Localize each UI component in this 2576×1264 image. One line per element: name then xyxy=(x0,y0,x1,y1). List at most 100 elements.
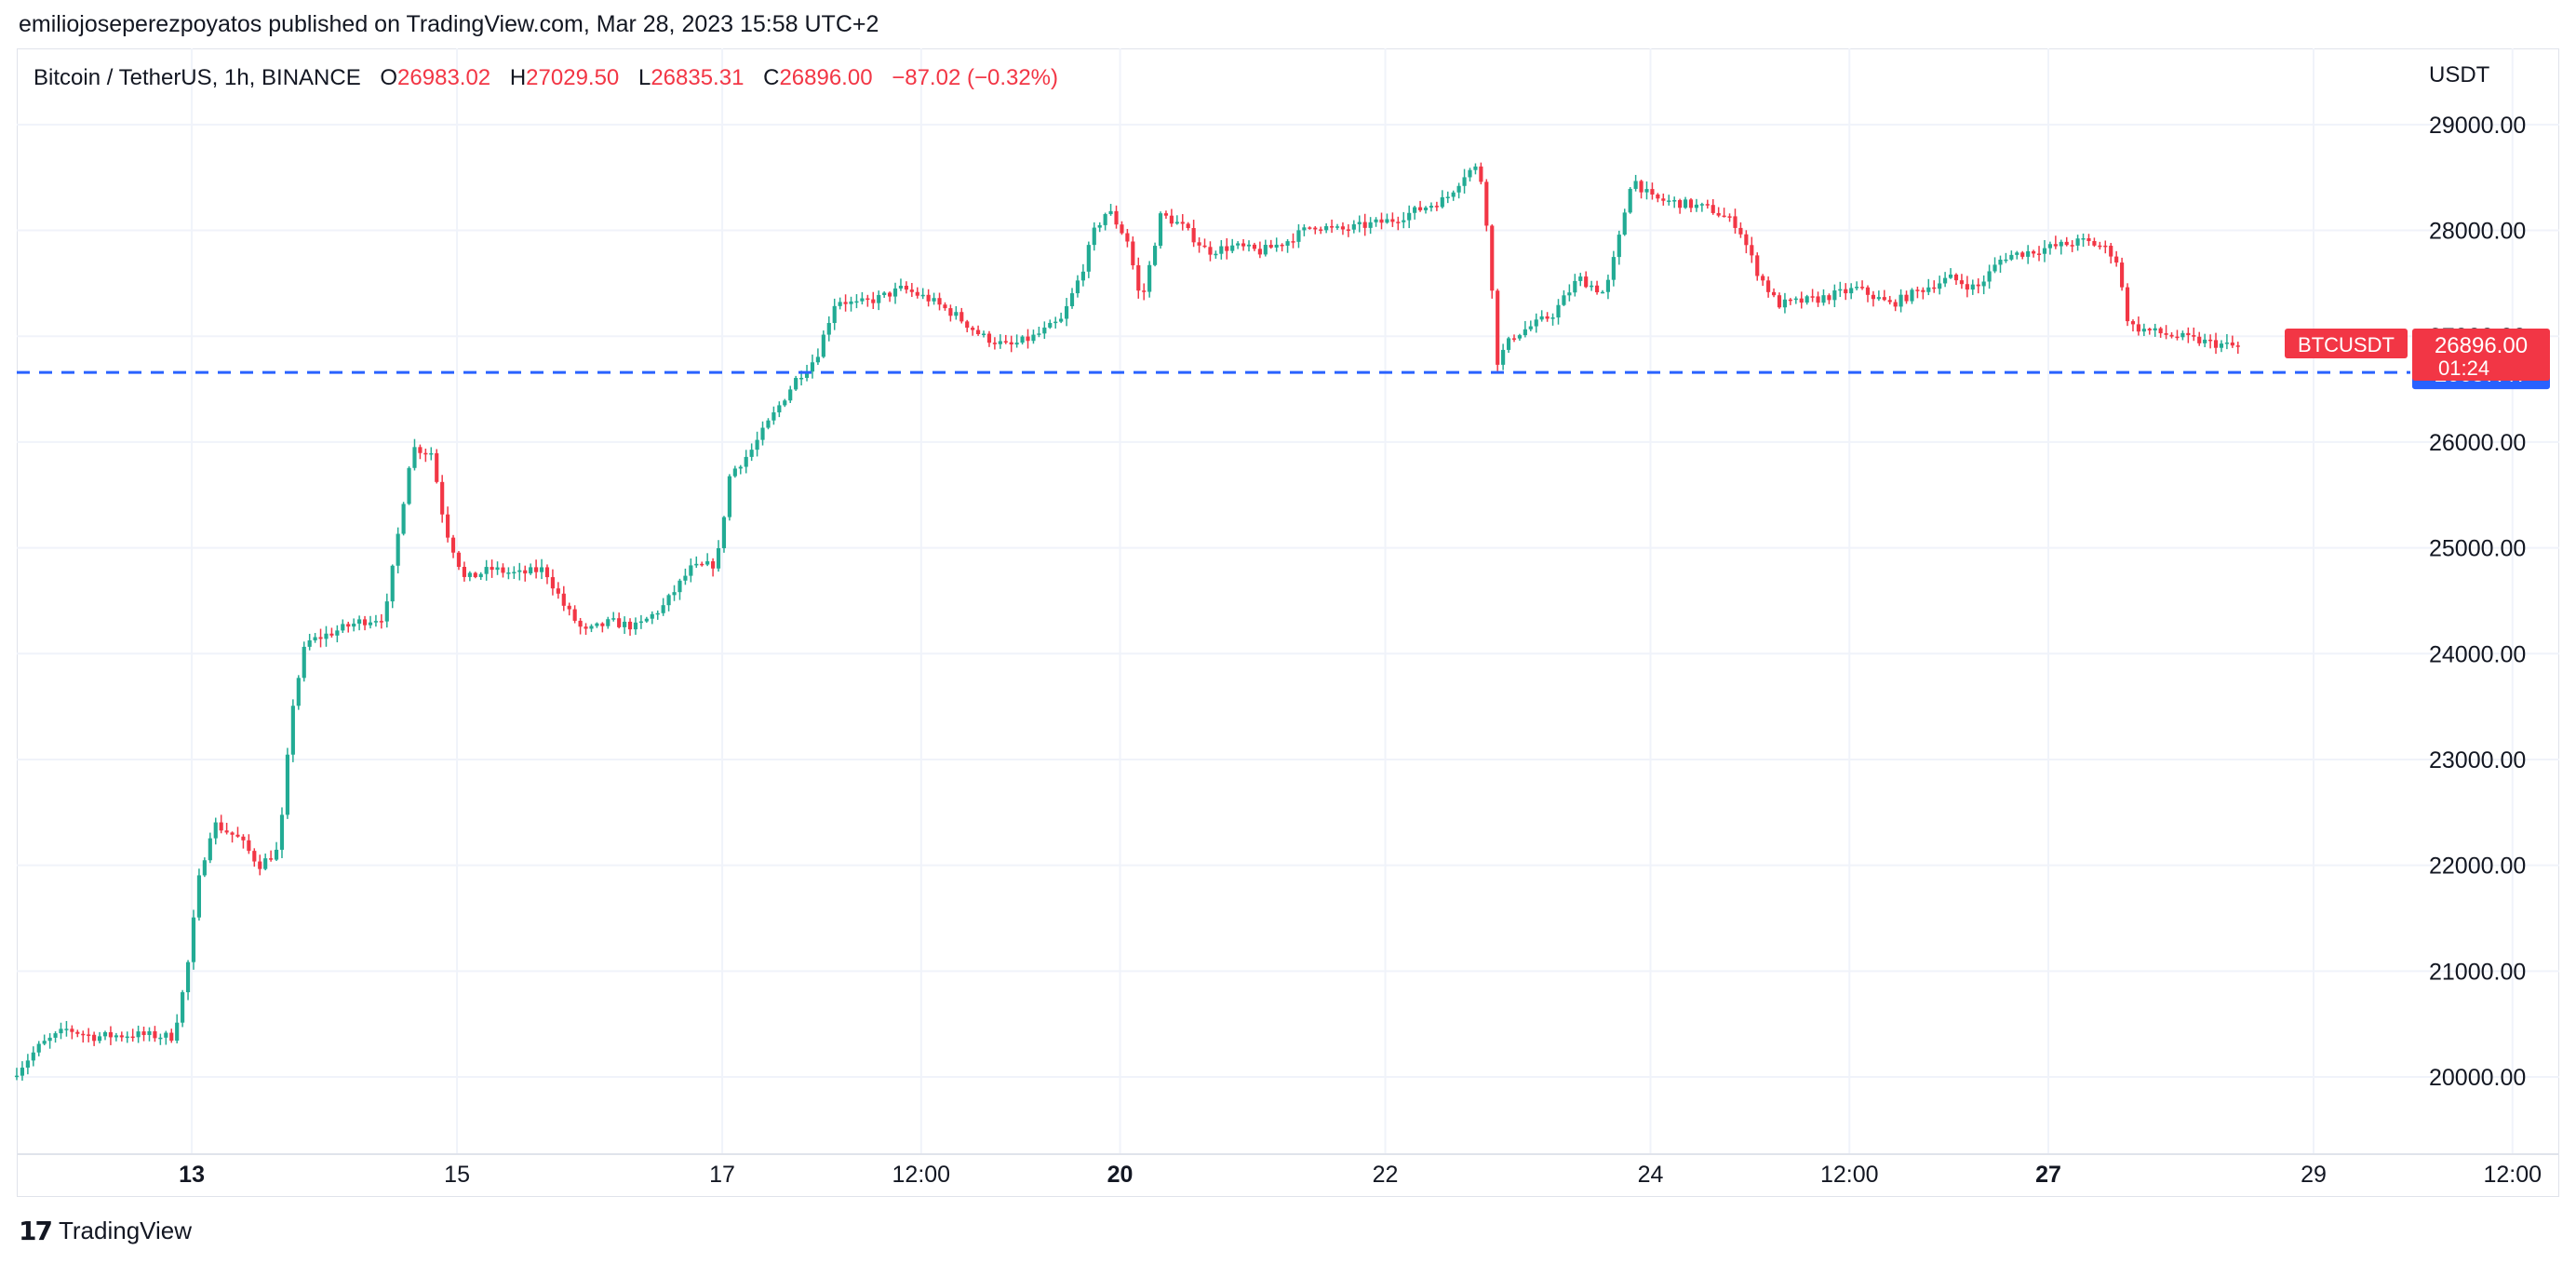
candle-body xyxy=(2059,241,2063,247)
candle-body xyxy=(1556,304,1561,318)
candle-body xyxy=(108,1031,114,1038)
candle-body xyxy=(1622,212,1627,235)
candle-body xyxy=(313,637,317,640)
candle-body xyxy=(1953,274,1959,281)
candle-body xyxy=(14,1075,20,1078)
candle-body xyxy=(766,420,771,428)
candle-body xyxy=(1413,207,1417,213)
candle-body xyxy=(1672,200,1677,202)
candle-body xyxy=(1744,234,1749,246)
candle-body xyxy=(727,476,731,518)
candle-body xyxy=(2219,343,2224,348)
candle-body xyxy=(732,468,737,477)
candle-body xyxy=(959,312,964,322)
candle-body xyxy=(1948,274,1953,278)
candle-body xyxy=(1761,276,1765,281)
candle-body xyxy=(1506,338,1511,350)
candle-body xyxy=(114,1035,118,1038)
candle-body xyxy=(1501,349,1506,365)
candle-body xyxy=(2147,329,2152,331)
candle-body xyxy=(1385,219,1389,223)
candle-body xyxy=(501,567,505,573)
candle-body xyxy=(1053,321,1058,324)
candle-body xyxy=(208,838,212,861)
candle-body xyxy=(2197,336,2202,343)
candle-body xyxy=(36,1043,41,1053)
candle-body xyxy=(2092,240,2097,246)
candle-body xyxy=(529,567,533,574)
candle-body xyxy=(401,504,406,534)
candle-body xyxy=(1876,297,1881,300)
footer-brand[interactable]: 𝟭𝟳 TradingView xyxy=(19,1216,192,1246)
candle-body xyxy=(1163,213,1169,216)
candle-body xyxy=(2026,250,2031,257)
candle-body xyxy=(738,466,743,469)
y-tick-label: 21000.00 xyxy=(2429,959,2526,985)
candle-body xyxy=(700,563,704,566)
candle-body xyxy=(1584,276,1589,288)
candle-body xyxy=(1633,181,1638,189)
candle-body xyxy=(1026,336,1030,342)
candle-body xyxy=(1003,341,1008,343)
candle-body xyxy=(655,612,660,615)
candle-body xyxy=(689,565,693,576)
candle-body xyxy=(711,561,716,569)
candle-body xyxy=(407,467,411,504)
candle-body xyxy=(694,563,699,566)
candle-body xyxy=(948,308,953,316)
candle-body xyxy=(904,285,908,290)
candle-body xyxy=(705,561,710,565)
candle-body xyxy=(1296,230,1301,242)
candle-body xyxy=(202,860,207,876)
x-tick-label: 12:00 xyxy=(2483,1162,2542,1188)
candle-body xyxy=(1528,326,1533,329)
candle-body xyxy=(435,452,439,482)
candle-body xyxy=(2114,256,2119,263)
candle-body xyxy=(1136,265,1141,291)
candle-body xyxy=(2064,241,2069,246)
candle-body xyxy=(1086,245,1091,272)
candle-body xyxy=(932,298,936,302)
candle-body xyxy=(219,822,223,831)
candle-body xyxy=(539,567,544,572)
candle-body xyxy=(20,1068,25,1076)
candle-body xyxy=(102,1031,108,1037)
x-tick-label: 20 xyxy=(1107,1162,1134,1188)
candle-body xyxy=(1970,284,1975,290)
candle-body xyxy=(2015,252,2019,255)
candle-body xyxy=(1788,299,1792,302)
y-tick-label: 29000.00 xyxy=(2429,113,2526,139)
candle-body xyxy=(1755,255,1760,276)
candle-body xyxy=(1407,212,1412,221)
candle-body xyxy=(1865,287,1871,295)
candle-body xyxy=(1562,295,1566,305)
candle-body xyxy=(871,299,876,303)
candle-body xyxy=(1782,299,1788,308)
candle-body xyxy=(429,452,434,455)
candle-body xyxy=(1048,322,1053,328)
candle-body xyxy=(97,1036,102,1042)
candle-body xyxy=(478,573,483,578)
x-tick-label: 29 xyxy=(2301,1162,2327,1188)
candle-body xyxy=(1959,280,1964,285)
candle-body xyxy=(341,624,345,631)
candle-body xyxy=(1683,199,1688,208)
candle-body xyxy=(1844,289,1848,294)
candle-body xyxy=(943,304,947,309)
candle-body xyxy=(2230,343,2234,346)
candle-body xyxy=(136,1031,141,1038)
candle-body xyxy=(1351,223,1356,230)
candle-body xyxy=(440,481,445,515)
candle-body xyxy=(1805,296,1809,303)
candle-body xyxy=(1810,296,1815,298)
candle-body xyxy=(1904,294,1909,302)
candle-body xyxy=(1092,227,1096,246)
candle-body xyxy=(1208,247,1213,255)
candle-body xyxy=(1699,204,1704,206)
candle-body xyxy=(1517,335,1523,339)
candle-body xyxy=(1849,288,1854,294)
x-tick-label: 12:00 xyxy=(892,1162,951,1188)
y-tick-label: 20000.00 xyxy=(2429,1065,2526,1091)
candle-body xyxy=(810,362,815,372)
